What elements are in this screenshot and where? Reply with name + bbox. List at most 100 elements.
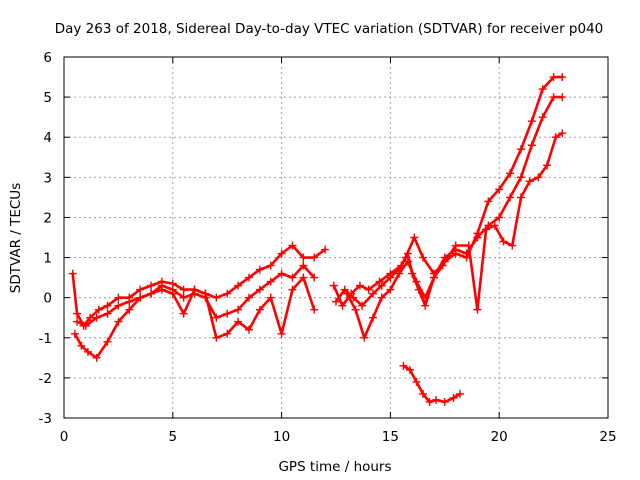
data-point [438,261,447,270]
data-point [508,241,517,250]
data-point [377,293,386,302]
data-point [234,281,243,290]
data-point [136,285,145,294]
data-point [451,241,460,250]
data-point [114,293,123,302]
grid [64,57,608,418]
data-point [386,273,395,282]
data-point [223,289,232,298]
data-point [244,325,253,334]
data-point [534,173,543,182]
data-point [551,133,560,142]
data-point [157,285,166,294]
y-tick-label: 0 [43,291,52,307]
data-point [549,73,558,82]
data-point [147,281,156,290]
data-point [244,293,253,302]
series-track-7 [402,364,462,404]
data-point [421,293,430,302]
x-tick-label: 0 [60,429,69,445]
data-point [277,269,286,278]
data-point [525,177,534,186]
y-tick-label: 3 [43,170,52,186]
data-point [425,397,434,406]
data-point [401,253,410,262]
data-point [484,197,493,206]
x-axis-label: GPS time / hours [278,459,391,475]
y-tick-label: 2 [43,210,52,226]
data-point [495,185,504,194]
data-point [103,309,112,318]
data-point [234,305,243,314]
data-point [482,225,491,234]
data-point [360,333,369,342]
data-point [83,347,92,356]
data-point [310,253,319,262]
data-point [321,245,330,254]
data-point [223,329,232,338]
data-point [266,261,275,270]
axis-ticks: 0 5 10 15 20 25 -3 -2 -1 0 1 2 3 4 5 6 [39,50,617,445]
data-point [538,85,547,94]
data-point [549,93,558,102]
data-point [92,353,101,362]
data-point [386,285,395,294]
x-tick-label: 20 [491,429,508,445]
data-point [266,277,275,286]
data-point [299,253,308,262]
data-point [342,289,351,298]
data-point [464,241,473,250]
data-point [421,301,430,310]
data-point [81,321,90,330]
data-point [395,269,404,278]
data-point [310,305,319,314]
data-point [125,305,134,314]
data-point [299,273,308,282]
data-point [255,285,264,294]
data-point [168,289,177,298]
series-group [68,73,567,406]
series-track-2 [73,264,316,360]
data-point [125,297,134,306]
data-point [473,305,482,314]
data-point [432,395,441,404]
data-point [299,261,308,270]
y-tick-label: 5 [43,90,52,106]
data-point [473,229,482,238]
data-point [277,249,286,258]
series-track-5 [334,75,564,308]
data-point [212,313,221,322]
x-tick-label: 25 [599,429,616,445]
data-point [558,129,567,138]
data-point [440,397,449,406]
data-point [179,309,188,318]
data-point [538,113,547,122]
data-point [266,293,275,302]
x-tick-label: 10 [273,429,290,445]
data-point [223,309,232,318]
data-point [103,337,112,346]
data-point [506,169,515,178]
chart-title: Day 263 of 2018, Sidereal Day-to-day VTE… [55,21,604,37]
data-point [456,389,465,398]
data-point [410,233,419,242]
data-point [201,289,210,298]
data-point [451,249,460,258]
data-point [147,289,156,298]
data-point [355,281,364,290]
series-track-6 [345,131,564,340]
x-tick-label: 5 [169,429,178,445]
data-point [419,389,428,398]
data-point [412,277,421,286]
data-point [288,241,297,250]
data-point [70,329,79,338]
data-point [329,281,338,290]
data-point [375,277,384,286]
data-point [288,285,297,294]
data-point [68,269,77,278]
data-point [212,333,221,342]
data-point [277,329,286,338]
data-point [516,173,525,182]
plot-frame [63,56,609,419]
